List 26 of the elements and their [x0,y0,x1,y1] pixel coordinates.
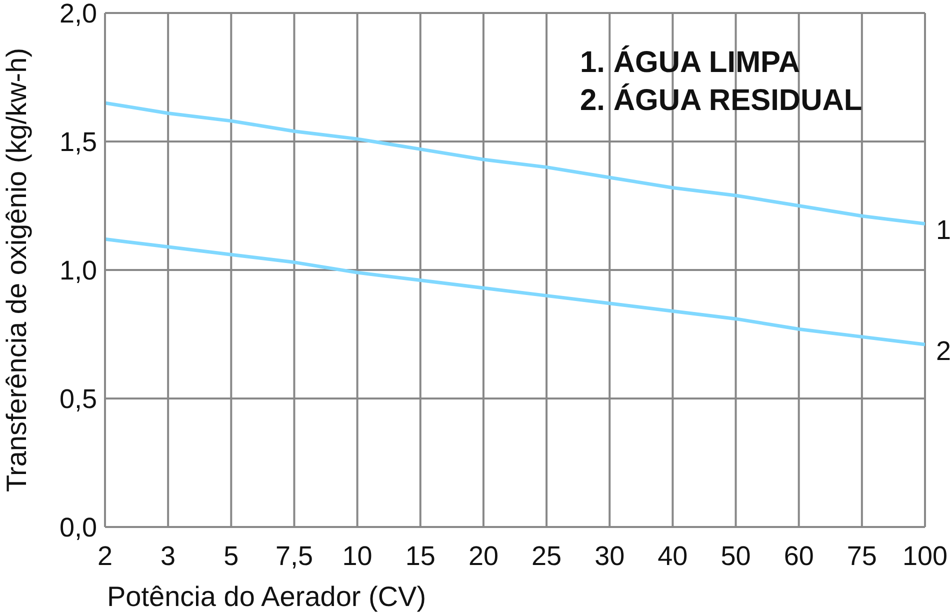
x-tick-label: 5 [224,541,239,572]
y-tick-label: 2,0 [59,0,97,29]
x-tick-label: 3 [160,541,176,572]
x-tick-label: 40 [658,541,688,572]
x-axis-title: Potência do Aerador (CV) [107,581,426,612]
y-tick-label: 1,0 [59,256,97,286]
x-tick-label: 100 [902,541,948,572]
annotation: 2. ÁGUA RESIDUAL [580,82,862,119]
x-tick-label: 10 [342,541,372,572]
x-tick-label: 75 [846,541,877,572]
x-tick-label: 30 [594,541,625,572]
x-tick-label: 20 [468,541,498,572]
y-axis-title: Transferência de oxigênio (kg/kw-h) [0,48,32,492]
y-tick-label: 1,5 [59,127,97,158]
annotation: 1. ÁGUA LIMPA [580,44,800,81]
x-tick-label: 2 [97,541,113,572]
y-tick-label: 0,0 [59,512,97,543]
x-tick-label: 60 [784,541,814,572]
y-tick-label: 0,5 [59,384,97,414]
series-label: 1 [936,215,952,246]
x-tick-label: 15 [405,541,436,572]
line-series [105,237,925,346]
series-label: 2 [936,336,952,366]
x-tick-label: 7,5 [275,541,314,572]
x-tick-label: 25 [532,541,562,572]
x-tick-label: 50 [720,541,751,572]
